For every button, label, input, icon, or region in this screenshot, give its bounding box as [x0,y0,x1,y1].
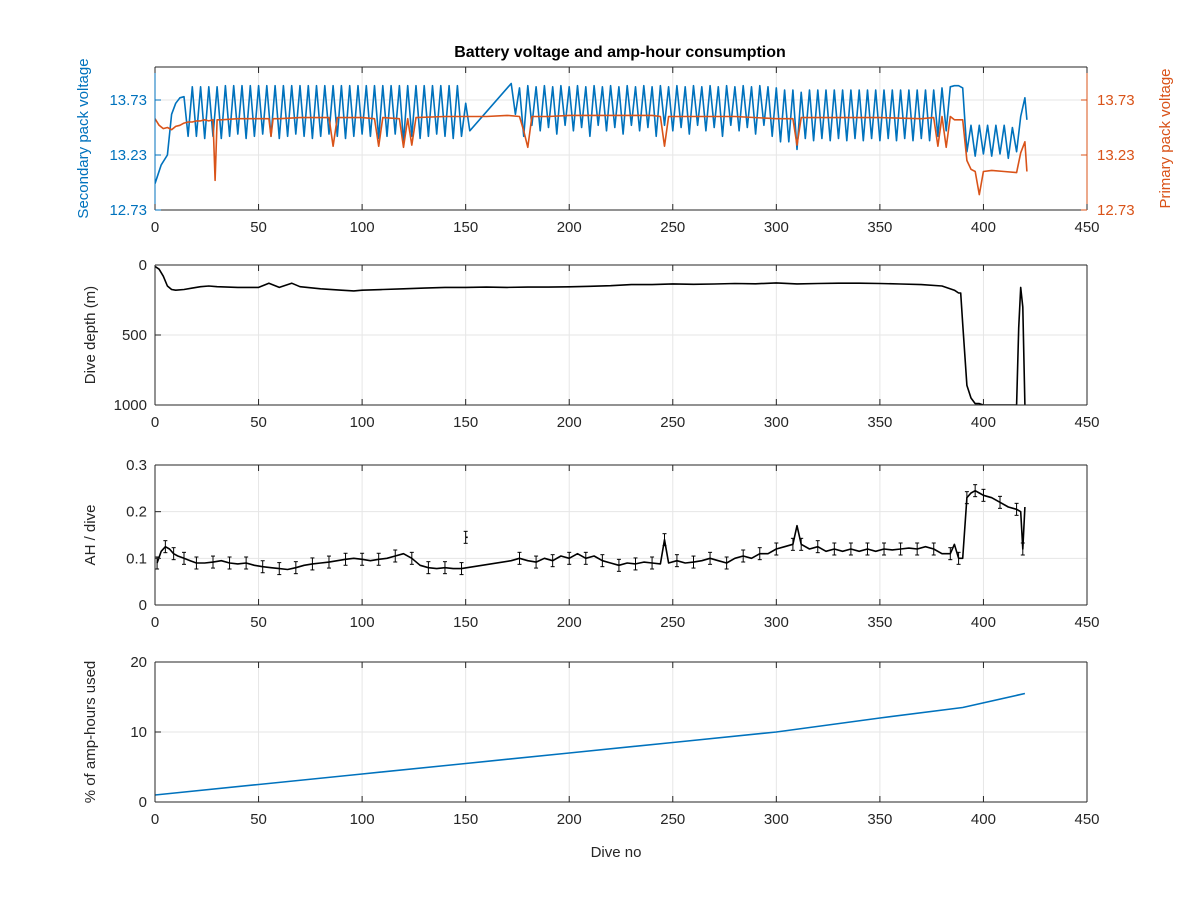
series-line-secondary-pack-voltage [155,82,1028,184]
x-tick-label: 350 [867,614,892,631]
x-tick-label: 250 [660,414,685,431]
x-tick-label: 50 [250,811,267,828]
x-tick-label: 200 [557,614,582,631]
series-line-primary-pack-voltage [155,114,1028,196]
x-tick-label: 250 [660,614,685,631]
y-axis-label: AH / dive [82,505,99,566]
y-tick-label: 500 [122,327,147,344]
x-tick-label: 250 [660,811,685,828]
y-tick-label: 0 [139,597,147,614]
chart-title: Battery voltage and amp-hour consumption [454,44,786,61]
x-tick-label: 250 [660,219,685,236]
x-tick-label: 150 [453,414,478,431]
subplot-2: 0 50 100 150 200 250 300 350 400 450 0 500 1000 Dive … [82,257,1100,431]
y-tick-label: 0.2 [126,504,147,521]
y-tick-label: 0.3 [126,457,147,474]
y-tick-label: 13.23 [109,147,147,164]
y-tick-label: 20 [130,654,147,671]
x-tick-label: 100 [350,811,375,828]
x-tick-label: 50 [250,414,267,431]
x-tick-label: 300 [764,219,789,236]
plot-area [155,484,1026,576]
x-tick-label: 400 [971,811,996,828]
x-tick-label: 400 [971,219,996,236]
x-tick-label: 50 [250,219,267,236]
series-line-0 [156,489,1026,571]
x-tick-label: 350 [867,219,892,236]
plot-area [155,692,1026,796]
x-tick-label: 50 [250,614,267,631]
subplot-3: 0 50 100 150 200 250 300 350 400 450 0 0.1 0.2 0.3 AH … [82,457,1100,631]
y-tick-label-right: 13.73 [1097,92,1135,109]
y-axis-label: % of amp-hours used [82,661,99,804]
series-line-0 [155,692,1026,796]
y-tick-label-right: 12.73 [1097,202,1135,219]
x-tick-label: 350 [867,811,892,828]
subplot-4: 0 50 100 150 200 250 300 350 400 450 0 10 20 % of amp… [82,654,1100,861]
x-axis-label: Dive no [591,844,642,861]
x-tick-label: 450 [1074,219,1099,236]
plot-area [155,265,1026,405]
x-tick-label: 300 [764,614,789,631]
x-tick-label: 200 [557,811,582,828]
x-tick-label: 450 [1074,614,1099,631]
y-axis-label-right: Primary pack voltage [1157,68,1174,208]
x-tick-label: 300 [764,811,789,828]
x-tick-label: 400 [971,614,996,631]
x-tick-label: 300 [764,414,789,431]
plot-area [155,82,1028,196]
x-tick-label: 100 [350,414,375,431]
x-tick-label: 200 [557,219,582,236]
x-tick-label: 450 [1074,811,1099,828]
x-tick-label: 0 [151,414,159,431]
y-tick-label: 1000 [114,397,147,414]
y-tick-label: 10 [130,724,147,741]
y-tick-label: 13.73 [109,92,147,109]
x-tick-label: 200 [557,414,582,431]
x-tick-label: 400 [971,414,996,431]
x-tick-label: 100 [350,219,375,236]
y-tick-label-right: 13.23 [1097,147,1135,164]
y-axis-label: Secondary pack voltage [75,58,92,218]
x-tick-label: 150 [453,811,478,828]
y-tick-label: 0 [139,794,147,811]
x-tick-label: 150 [453,219,478,236]
series-line-0 [155,265,1026,405]
x-tick-label: 350 [867,414,892,431]
x-tick-label: 0 [151,614,159,631]
x-tick-label: 0 [151,811,159,828]
y-tick-label: 0 [139,257,147,274]
x-tick-label: 150 [453,614,478,631]
x-tick-label: 100 [350,614,375,631]
y-tick-label: 0.1 [126,550,147,567]
x-tick-label: 0 [151,219,159,236]
y-tick-label: 12.73 [109,202,147,219]
x-tick-label: 450 [1074,414,1099,431]
y-axis-label: Dive depth (m) [82,286,99,384]
